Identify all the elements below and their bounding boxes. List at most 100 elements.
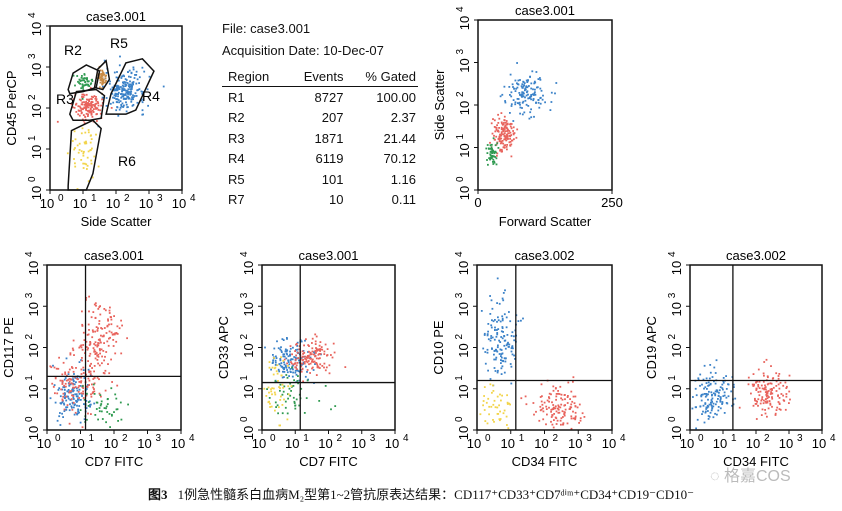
data-point	[492, 149, 494, 152]
data-point	[520, 319, 522, 322]
data-point	[539, 396, 542, 398]
x-tick-label: 10	[137, 436, 151, 451]
data-point	[85, 101, 87, 103]
data-point	[71, 367, 74, 369]
data-point	[73, 148, 76, 151]
data-point	[563, 413, 566, 416]
x-tick-label: 10	[73, 196, 87, 211]
table-row: R1 8727 100.00	[222, 87, 418, 108]
data-point	[86, 156, 89, 159]
data-point	[286, 337, 288, 339]
y-tick-label: 10	[669, 426, 684, 440]
data-point	[112, 101, 115, 104]
data-point	[752, 373, 755, 375]
data-point	[135, 70, 138, 73]
y-tick-exponent: 1	[455, 134, 466, 140]
data-point	[79, 79, 82, 82]
table-cell: 2.37	[390, 110, 416, 126]
table-cell: 8727	[314, 89, 344, 105]
data-point	[81, 395, 83, 397]
data-point	[84, 142, 86, 145]
data-point	[502, 142, 505, 145]
data-point	[513, 335, 515, 338]
data-point	[101, 87, 104, 90]
data-point	[50, 366, 53, 369]
data-point	[331, 356, 334, 359]
data-point	[115, 340, 118, 343]
data-point	[774, 412, 777, 415]
data-point	[572, 380, 574, 383]
data-point	[135, 95, 138, 97]
data-point	[486, 348, 489, 351]
data-point	[714, 382, 717, 385]
data-point	[757, 385, 760, 388]
data-point	[93, 382, 96, 385]
data-point	[490, 326, 493, 329]
data-point	[505, 326, 508, 329]
data-point	[785, 387, 788, 389]
data-point	[124, 78, 127, 80]
data-point	[304, 375, 307, 378]
data-point	[75, 102, 78, 105]
data-point	[560, 393, 563, 396]
y-tick-exponent: 2	[454, 334, 465, 340]
data-point	[121, 75, 123, 78]
x-tick-label: 10	[252, 436, 266, 451]
data-point	[764, 391, 767, 393]
data-point	[483, 409, 486, 411]
data-point	[86, 98, 89, 101]
data-point	[513, 354, 515, 357]
data-point	[272, 373, 275, 376]
data-point	[115, 397, 118, 400]
data-point	[95, 304, 97, 307]
data-point	[500, 150, 503, 153]
data-point	[572, 417, 575, 420]
data-point	[504, 130, 507, 133]
data-point	[562, 416, 564, 418]
data-point	[53, 384, 56, 386]
data-point	[89, 141, 92, 144]
data-point	[543, 401, 546, 404]
data-point	[500, 373, 503, 375]
data-point	[132, 68, 135, 71]
data-point	[778, 397, 781, 399]
data-point	[66, 379, 68, 382]
data-point	[722, 388, 724, 391]
data-point	[537, 101, 540, 104]
data-point	[506, 424, 508, 426]
data-point	[290, 358, 293, 360]
data-point	[64, 373, 67, 375]
data-point	[115, 89, 118, 91]
data-point	[778, 408, 781, 410]
data-point	[102, 85, 104, 88]
data-point	[765, 358, 768, 361]
data-point	[83, 150, 85, 153]
data-point	[273, 347, 276, 350]
data-point	[506, 342, 509, 345]
data-point	[492, 419, 494, 421]
data-point	[105, 405, 108, 408]
data-point	[62, 386, 65, 388]
data-point	[68, 380, 71, 383]
data-point	[82, 372, 85, 374]
data-point	[100, 400, 103, 403]
data-point	[700, 393, 703, 396]
data-point	[103, 359, 105, 362]
data-point	[721, 401, 724, 403]
data-point	[72, 396, 75, 399]
data-point	[501, 123, 504, 126]
data-point	[492, 403, 495, 406]
data-point	[74, 386, 77, 388]
data-point	[316, 363, 319, 366]
data-point	[82, 162, 85, 165]
data-point	[503, 128, 506, 130]
data-point	[496, 395, 499, 398]
data-point	[73, 413, 76, 416]
data-point	[552, 426, 555, 429]
data-point	[499, 419, 501, 422]
data-point	[296, 345, 299, 347]
data-point	[493, 358, 496, 361]
data-point	[513, 138, 515, 141]
data-point	[708, 384, 710, 387]
